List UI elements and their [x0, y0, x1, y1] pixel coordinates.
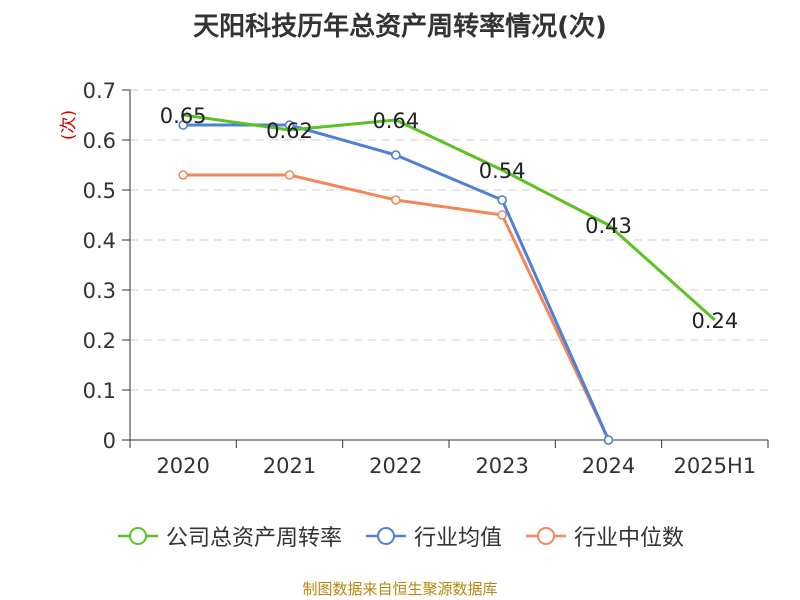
series-point-2: [284, 170, 295, 180]
legend-swatch-icon: [117, 527, 158, 545]
series-point-1: [603, 435, 614, 445]
x-tick-label: 2021: [263, 454, 316, 478]
x-tick-label: 2025H1: [674, 454, 757, 478]
legend-item: 公司总资产周转率: [116, 520, 342, 552]
legend-label: 行业中位数: [574, 526, 685, 551]
data-label: 0.64: [372, 109, 419, 133]
y-axis-label: (次): [59, 110, 79, 140]
x-tick-label: 2024: [582, 454, 635, 478]
x-tick-label: 2020: [156, 454, 209, 478]
source-note: 制图数据来自恒生聚源数据库: [302, 580, 498, 598]
y-tick-label: 0.7: [83, 79, 116, 103]
chart-title: 天阳科技历年总资产周转率情况(次): [193, 12, 607, 42]
y-tick-label: 0.3: [83, 279, 116, 303]
series-layer: [178, 113, 716, 445]
legend-item: 行业均值: [364, 520, 502, 552]
series-line-2: [183, 173, 610, 441]
data-label: 0.24: [691, 309, 738, 333]
data-label: 0.54: [479, 159, 526, 183]
x-tick-label: 2022: [369, 454, 422, 478]
legend: 公司总资产周转率 行业均值 行业中位数: [0, 516, 800, 556]
y-tick-label: 0.2: [83, 329, 116, 353]
series-line-1: [183, 123, 610, 441]
y-tick-label: 0.1: [83, 379, 116, 403]
legend-swatch-icon: [526, 527, 566, 545]
legend-swatch-icon: [365, 527, 406, 545]
data-label: 0.62: [266, 119, 313, 143]
y-tick-label: 0.5: [83, 179, 116, 203]
legend-swatch-marker: [537, 527, 555, 545]
y-tick-label: 0.6: [83, 129, 116, 153]
legend-swatch-marker: [376, 527, 395, 545]
y-tick-label: 0.4: [83, 229, 116, 253]
y-tick-label: 0: [103, 429, 116, 453]
grid-layer: [130, 89, 768, 391]
legend-swatch-marker: [128, 527, 147, 545]
axis-layer: 0 0.1 0.2 0.3 0.4 0.5 0.6 0.7(次) 2020 2021 2022 202…: [59, 79, 769, 478]
legend-item: 行业中位数: [524, 520, 684, 552]
series-line-0: [182, 113, 716, 322]
series-point-1: [391, 150, 401, 160]
series-point-2: [497, 210, 507, 220]
series-point-2: [391, 195, 401, 205]
data-label-layer: 0.65 0.62 0.64 0.54 0.43 0.24: [160, 104, 738, 333]
series-point-1: [178, 120, 188, 130]
x-tick-label: 2023: [475, 454, 528, 478]
data-label: 0.65: [160, 104, 207, 128]
series-point-2: [178, 170, 188, 180]
legend-label: 行业均值: [413, 526, 502, 551]
series-point-1: [497, 195, 507, 205]
data-label: 0.43: [585, 214, 632, 238]
legend-label: 公司总资产周转率: [165, 526, 342, 551]
